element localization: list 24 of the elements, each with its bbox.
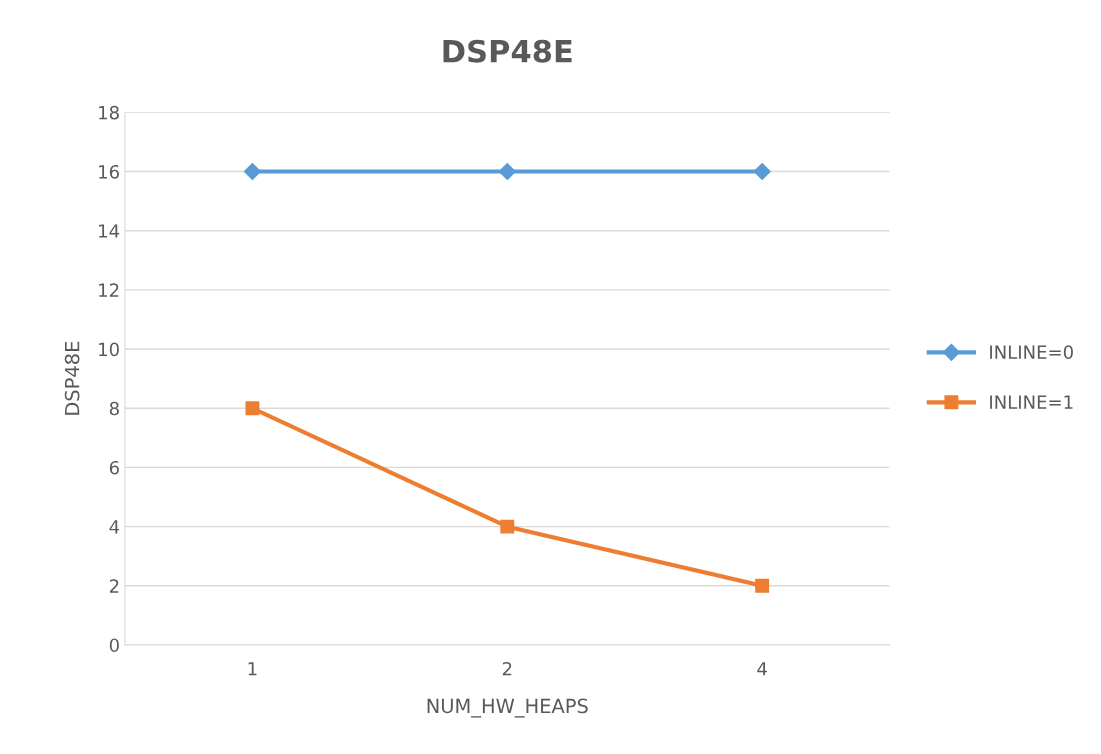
point bbox=[753, 162, 771, 181]
point bbox=[755, 578, 770, 593]
x-tick-label: 1 bbox=[248, 662, 257, 676]
legend-label: INLINE=0 bbox=[990, 345, 1073, 359]
y-tick-label: 16 bbox=[99, 164, 119, 179]
y-tick-label: 12 bbox=[99, 283, 119, 297]
x-tick-label: 2 bbox=[502, 661, 512, 676]
y-tick-label: 8 bbox=[109, 401, 119, 416]
chart-title: DSP48E bbox=[443, 39, 572, 63]
point bbox=[500, 519, 515, 534]
y-tick-label: 0 bbox=[109, 638, 119, 653]
y-tick-label: 10 bbox=[99, 342, 119, 357]
legend-label: INLINE=1 bbox=[990, 395, 1073, 409]
y-tick-label: 14 bbox=[99, 224, 120, 238]
y-tick-label: 4 bbox=[109, 520, 120, 534]
x-tick-label: 4 bbox=[757, 662, 767, 676]
point bbox=[243, 162, 261, 181]
y-axis-title: DSP48E bbox=[64, 341, 80, 415]
y-tick-label: 18 bbox=[99, 105, 119, 120]
point bbox=[245, 401, 260, 416]
x-axis-title: NUM_HW_HEAPS bbox=[427, 698, 588, 718]
y-tick-label: 6 bbox=[109, 460, 119, 475]
point bbox=[498, 162, 516, 181]
y-tick-label: 2 bbox=[109, 579, 119, 593]
